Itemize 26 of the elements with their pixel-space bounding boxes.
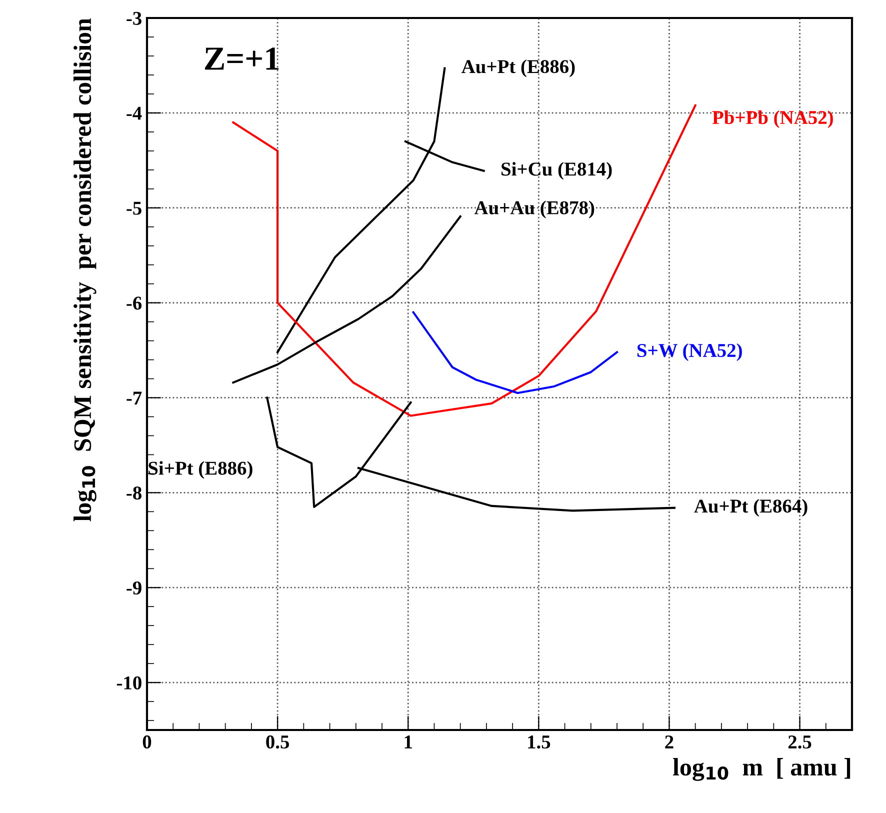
x-tick-label: 2.5: [788, 735, 812, 749]
series-label: Pb+Pb (NA52): [712, 110, 833, 128]
y-tick-label: -7: [126, 392, 142, 404]
y-tick-label: -8: [126, 486, 142, 500]
series-label: Au+Pt (E886): [462, 60, 575, 78]
series-label: Si+Pt (E886): [148, 461, 252, 479]
x-tick-label: 1.5: [528, 736, 550, 749]
y-tick-label: -5: [126, 202, 142, 215]
series-label: Si+Cu (E814): [502, 162, 612, 180]
series-label: Au+Pt (E864): [694, 499, 808, 517]
x-tick-label: 0.5: [266, 735, 289, 749]
y-axis-title: log$_{10}$ SQM sensitivity per considered collision: [74, 18, 96, 522]
annotation: Z=+1: [204, 48, 279, 70]
x-tick-label: 2: [665, 735, 674, 748]
x-axis-title: log$_{10}$ m [ amu ]: [672, 758, 850, 781]
y-tick-label: -4: [126, 106, 142, 120]
x-tick-label: 0: [142, 735, 152, 749]
y-tick-label: -10: [116, 676, 142, 690]
y-tick-label: -6: [126, 296, 142, 310]
y-tick-label: -9: [126, 581, 142, 595]
series-label: S+W (NA52): [637, 343, 742, 361]
y-tick-label: -3: [126, 12, 142, 25]
series-label: Au+Au (E878): [474, 200, 594, 218]
line-series: [232, 215, 462, 384]
line-series: [412, 311, 618, 394]
x-tick-label: 1: [404, 736, 412, 748]
